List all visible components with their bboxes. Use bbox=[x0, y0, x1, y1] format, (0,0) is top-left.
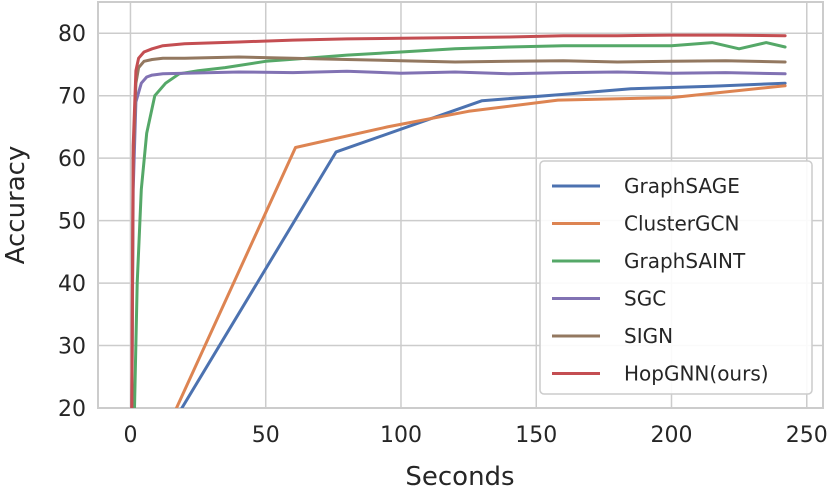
series-line-graphsage bbox=[180, 81, 787, 408]
x-tick-label: 100 bbox=[380, 423, 422, 448]
x-tick-label: 250 bbox=[786, 423, 828, 448]
series-line-sgc bbox=[130, 69, 787, 408]
x-tick-label: 150 bbox=[515, 423, 557, 448]
legend-label: SGC bbox=[624, 287, 666, 311]
legend-label: ClusterGCN bbox=[624, 212, 739, 236]
series-line-sign bbox=[130, 55, 787, 408]
y-axis-label: Accuracy bbox=[1, 146, 31, 265]
y-tick-label: 70 bbox=[58, 85, 86, 110]
x-axis-label: Seconds bbox=[405, 462, 514, 491]
series-line-hopgnn-ours bbox=[130, 33, 787, 408]
x-tick-label: 50 bbox=[252, 423, 280, 448]
series-lines bbox=[130, 33, 787, 408]
y-tick-labels: 20 30 40 50 60 70 80 bbox=[58, 22, 86, 422]
x-tick-labels: 0 50 100 150 200 250 bbox=[123, 423, 827, 448]
y-tick-label: 40 bbox=[58, 272, 86, 297]
y-tick-label: 50 bbox=[58, 210, 86, 235]
legend-label: GraphSAINT bbox=[624, 249, 746, 273]
y-tick-label: 60 bbox=[58, 147, 86, 172]
series-line-clustergcn bbox=[175, 84, 787, 408]
legend-box bbox=[539, 160, 813, 395]
x-tick-label: 200 bbox=[651, 423, 693, 448]
y-tick-label: 20 bbox=[58, 397, 86, 422]
x-tick-label: 0 bbox=[123, 423, 137, 448]
legend-label: SIGN bbox=[624, 324, 673, 348]
y-tick-label: 80 bbox=[58, 22, 86, 47]
legend-label: HopGNN(ours) bbox=[624, 362, 769, 386]
y-tick-label: 30 bbox=[58, 335, 86, 360]
series-line-graphsaint bbox=[133, 41, 787, 408]
legend: GraphSAGE ClusterGCN GraphSAINT SGC SIGN HopG… bbox=[539, 160, 813, 395]
legend-label: GraphSAGE bbox=[624, 174, 740, 198]
